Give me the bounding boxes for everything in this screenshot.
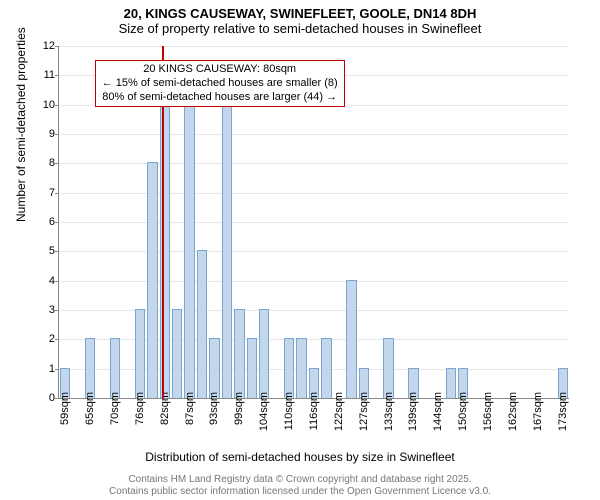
attribution-footer: Contains HM Land Registry data © Crown c…: [0, 474, 600, 498]
bar-slot: [544, 46, 556, 398]
xtick-mark: [389, 398, 390, 402]
histogram-bar: [110, 338, 120, 398]
ytick-label: 1: [35, 363, 55, 375]
bar-slot: [420, 46, 432, 398]
page-title: 20, KINGS CAUSEWAY, SWINEFLEET, GOOLE, D…: [0, 6, 600, 21]
bar-slot: [345, 46, 357, 398]
histogram-bar: [321, 338, 331, 398]
xtick-mark: [538, 398, 539, 402]
xtick-mark: [289, 398, 290, 402]
histogram-bar: [346, 280, 356, 398]
ytick-label: 4: [35, 275, 55, 287]
xtick-mark: [140, 398, 141, 402]
ytick-label: 9: [35, 128, 55, 140]
histogram-bar: [247, 338, 257, 398]
histogram-bar: [284, 338, 294, 398]
histogram-bar: [85, 338, 95, 398]
footer-line2: Contains public sector information licen…: [0, 486, 600, 498]
xtick-mark: [190, 398, 191, 402]
xtick-mark: [90, 398, 91, 402]
y-axis-label: Number of semi-detached properties: [14, 27, 28, 222]
ytick-label: 5: [35, 245, 55, 257]
histogram-bar: [197, 250, 207, 398]
footer-line1: Contains HM Land Registry data © Crown c…: [0, 474, 600, 486]
ytick-label: 12: [35, 40, 55, 52]
bar-slot: 127sqm: [358, 46, 370, 398]
bar-slot: 59sqm: [59, 46, 71, 398]
histogram-bar: [446, 368, 456, 398]
histogram-bar: [234, 309, 244, 398]
xtick-mark: [239, 398, 240, 402]
xtick-label: 76sqm: [134, 392, 146, 425]
histogram-plot: 0123456789101112 59sqm65sqm70sqm76sqm82s…: [58, 46, 569, 399]
bar-slot: 144sqm: [432, 46, 444, 398]
histogram-bar: [135, 309, 145, 398]
xtick-mark: [339, 398, 340, 402]
ytick-label: 11: [35, 69, 55, 81]
ytick-label: 0: [35, 392, 55, 404]
annotation-box: 20 KINGS CAUSEWAY: 80sqm← 15% of semi-de…: [95, 60, 345, 107]
bar-slot: [494, 46, 506, 398]
histogram-bar: [172, 309, 182, 398]
bar-slot: [519, 46, 531, 398]
bar-slot: [370, 46, 382, 398]
bar-slot: [395, 46, 407, 398]
xtick-mark: [264, 398, 265, 402]
xtick-mark: [165, 398, 166, 402]
bar-slot: 133sqm: [382, 46, 394, 398]
ytick-label: 8: [35, 157, 55, 169]
histogram-bar: [184, 104, 194, 398]
xtick-mark: [488, 398, 489, 402]
ytick-label: 7: [35, 187, 55, 199]
histogram-bar: [209, 338, 219, 398]
bar-slot: 173sqm: [557, 46, 569, 398]
xtick-label: 59sqm: [59, 392, 71, 425]
xtick-label: 65sqm: [84, 392, 96, 425]
xtick-label: 99sqm: [233, 392, 245, 425]
xtick-mark: [214, 398, 215, 402]
annotation-line3: 80% of semi-detached houses are larger (…: [102, 91, 338, 105]
xtick-mark: [65, 398, 66, 402]
ytick-label: 10: [35, 99, 55, 111]
page-subtitle: Size of property relative to semi-detach…: [0, 21, 600, 36]
bar-slot: [71, 46, 83, 398]
histogram-bar: [222, 104, 232, 398]
xtick-label: 93sqm: [208, 392, 220, 425]
x-axis-label: Distribution of semi-detached houses by …: [0, 450, 600, 464]
xtick-mark: [463, 398, 464, 402]
bar-slot: 150sqm: [457, 46, 469, 398]
ytick-label: 2: [35, 333, 55, 345]
xtick-mark: [563, 398, 564, 402]
histogram-bar: [259, 309, 269, 398]
histogram-bar: [147, 162, 157, 398]
xtick-mark: [413, 398, 414, 402]
bar-slot: [469, 46, 481, 398]
xtick-mark: [364, 398, 365, 402]
annotation-line2: ← 15% of semi-detached houses are smalle…: [102, 77, 338, 91]
ytick-label: 6: [35, 216, 55, 228]
bar-slot: 162sqm: [507, 46, 519, 398]
bar-slot: [445, 46, 457, 398]
annotation-line1: 20 KINGS CAUSEWAY: 80sqm: [102, 63, 338, 77]
bar-slot: 139sqm: [407, 46, 419, 398]
xtick-label: 87sqm: [184, 392, 196, 425]
histogram-bar: [160, 104, 170, 398]
ytick-label: 3: [35, 304, 55, 316]
histogram-bar: [383, 338, 393, 398]
xtick-mark: [115, 398, 116, 402]
bar-slot: 167sqm: [532, 46, 544, 398]
xtick-label: 82sqm: [159, 392, 171, 425]
xtick-mark: [314, 398, 315, 402]
xtick-mark: [513, 398, 514, 402]
xtick-mark: [438, 398, 439, 402]
xtick-label: 70sqm: [109, 392, 121, 425]
bar-slot: 156sqm: [482, 46, 494, 398]
histogram-bar: [296, 338, 306, 398]
